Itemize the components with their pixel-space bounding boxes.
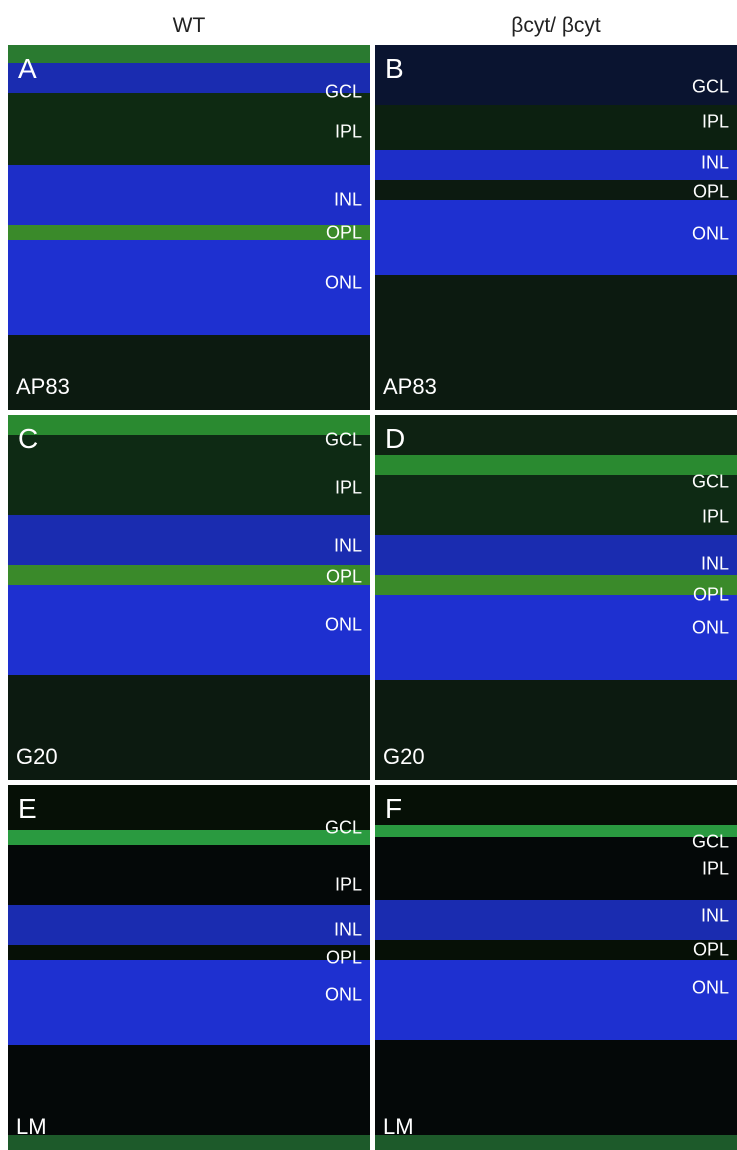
layer-label: INL: [333, 919, 362, 940]
layer-label: INL: [700, 905, 729, 926]
layer-label: GCL: [691, 76, 729, 97]
micrograph-panel: E LM GCL IPL INL OPL ONL: [8, 785, 370, 1150]
layer-label: GCL: [324, 817, 362, 838]
layer-label: GCL: [691, 831, 729, 852]
layer-label: OPL: [692, 584, 729, 605]
layer-label: OPL: [325, 947, 362, 968]
stain-label: AP83: [383, 374, 437, 399]
layer-label: ONL: [691, 977, 729, 998]
panel-letter: E: [18, 793, 37, 824]
layer-label: IPL: [701, 506, 729, 527]
layer-label: OPL: [692, 939, 729, 960]
layer-label: INL: [333, 189, 362, 210]
stain-label: G20: [383, 744, 425, 769]
layer-label: OPL: [692, 181, 729, 202]
layer-label: IPL: [334, 121, 362, 142]
layer-label: ONL: [324, 272, 362, 293]
layer-label: OPL: [325, 222, 362, 243]
layer-label: ONL: [691, 617, 729, 638]
panel-letter: C: [18, 423, 39, 454]
layer-label: INL: [700, 152, 729, 173]
panel-letter: B: [385, 53, 404, 84]
micrograph-panel: C G20 GCL IPL INL OPL ONL: [8, 415, 370, 780]
panel-letter: A: [18, 53, 37, 84]
micrograph-panel: B AP83 GCL IPL INL OPL ONL: [375, 45, 737, 410]
layer-label: IPL: [334, 477, 362, 498]
column-title: WT: [172, 14, 206, 37]
layer-label: GCL: [324, 429, 362, 450]
layer-label: IPL: [701, 858, 729, 879]
stain-label: G20: [16, 744, 58, 769]
layer-label: OPL: [325, 566, 362, 587]
layer-label: IPL: [701, 111, 729, 132]
layer-label: GCL: [691, 471, 729, 492]
stain-label: LM: [16, 1114, 47, 1139]
layer-label: IPL: [334, 874, 362, 895]
column-title: βcyt/ βcyt: [511, 14, 601, 37]
layer-label: ONL: [324, 614, 362, 635]
layer-label: INL: [333, 535, 362, 556]
layer-label: GCL: [324, 81, 362, 102]
layer-label: ONL: [324, 984, 362, 1005]
panel-letter: F: [385, 793, 403, 824]
micrograph-panel: F LM GCL IPL INL OPL ONL: [375, 785, 737, 1150]
panel-letter: D: [385, 423, 406, 454]
stain-label: LM: [383, 1114, 414, 1139]
micrograph-panel: A AP83 GCL IPL INL OPL ONL: [8, 45, 370, 410]
stain-label: AP83: [16, 374, 70, 399]
layer-label: INL: [700, 553, 729, 574]
layer-label: ONL: [691, 223, 729, 244]
micrograph-panel: D G20 GCL IPL INL OPL ONL: [375, 415, 737, 780]
